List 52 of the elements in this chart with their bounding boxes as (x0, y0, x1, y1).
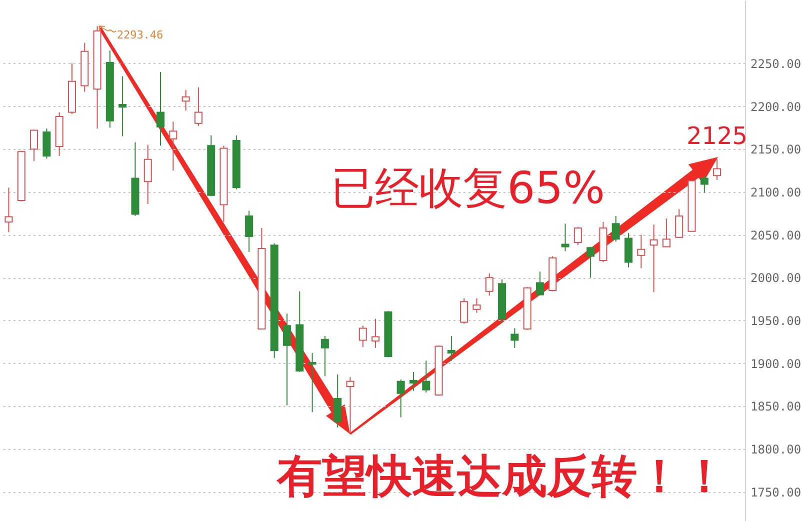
candlestick (700, 175, 708, 194)
candlestick (460, 298, 468, 324)
candlestick (282, 313, 291, 406)
candlestick (194, 86, 202, 126)
candlestick (713, 158, 722, 180)
y-tick-label: 2200.00 (750, 100, 802, 114)
y-tick-label: 2100.00 (750, 185, 802, 200)
candlestick (574, 226, 582, 246)
candlestick (245, 210, 254, 252)
annotation: 2125 (686, 122, 748, 150)
annotation: 有望快速达成反转！！ (277, 450, 727, 502)
candlestick (447, 335, 456, 362)
candlestick (156, 71, 165, 146)
annotation: 已经收复65% (331, 163, 605, 214)
y-tick-label: 1950.00 (750, 314, 802, 328)
y-tick-label: 1800.00 (750, 442, 802, 457)
candlestick (510, 328, 519, 348)
candlestick (118, 76, 127, 137)
y-tick-label: 1750.00 (750, 485, 802, 500)
candlestick (561, 223, 570, 252)
y-tick-label: 2250.00 (750, 56, 802, 71)
candlestick (320, 335, 329, 377)
candlestick (182, 89, 190, 112)
candlestick (650, 224, 658, 293)
candlestick (675, 208, 684, 238)
candlestick (30, 128, 38, 162)
y-tick-label: 1900.00 (750, 356, 802, 371)
candlestick (169, 121, 178, 172)
y-tick-label: 2000.00 (750, 271, 802, 286)
candlestick (612, 215, 620, 242)
candlestick (637, 234, 646, 269)
candlestick (144, 144, 152, 204)
candlestick (536, 271, 544, 296)
candlestick (422, 360, 430, 393)
candlestick (624, 232, 633, 268)
annotation: 2293.46 (116, 28, 164, 42)
candlestick (372, 318, 380, 348)
candlestick (472, 298, 481, 314)
candlestick (334, 374, 342, 428)
candlestick (346, 376, 354, 434)
candlestick (485, 272, 494, 296)
candlestick (396, 379, 405, 418)
candlestick (358, 325, 367, 348)
y-tick-label: 1850.00 (750, 400, 802, 414)
candlestick (42, 128, 51, 160)
candlestick (308, 352, 316, 413)
y-tick-label: 2050.00 (750, 228, 802, 242)
candlestick (4, 187, 13, 233)
candlestick (586, 246, 595, 278)
y-tick-label: 2150.00 (750, 142, 802, 157)
candlestick (662, 218, 670, 248)
candlestick (409, 371, 418, 392)
